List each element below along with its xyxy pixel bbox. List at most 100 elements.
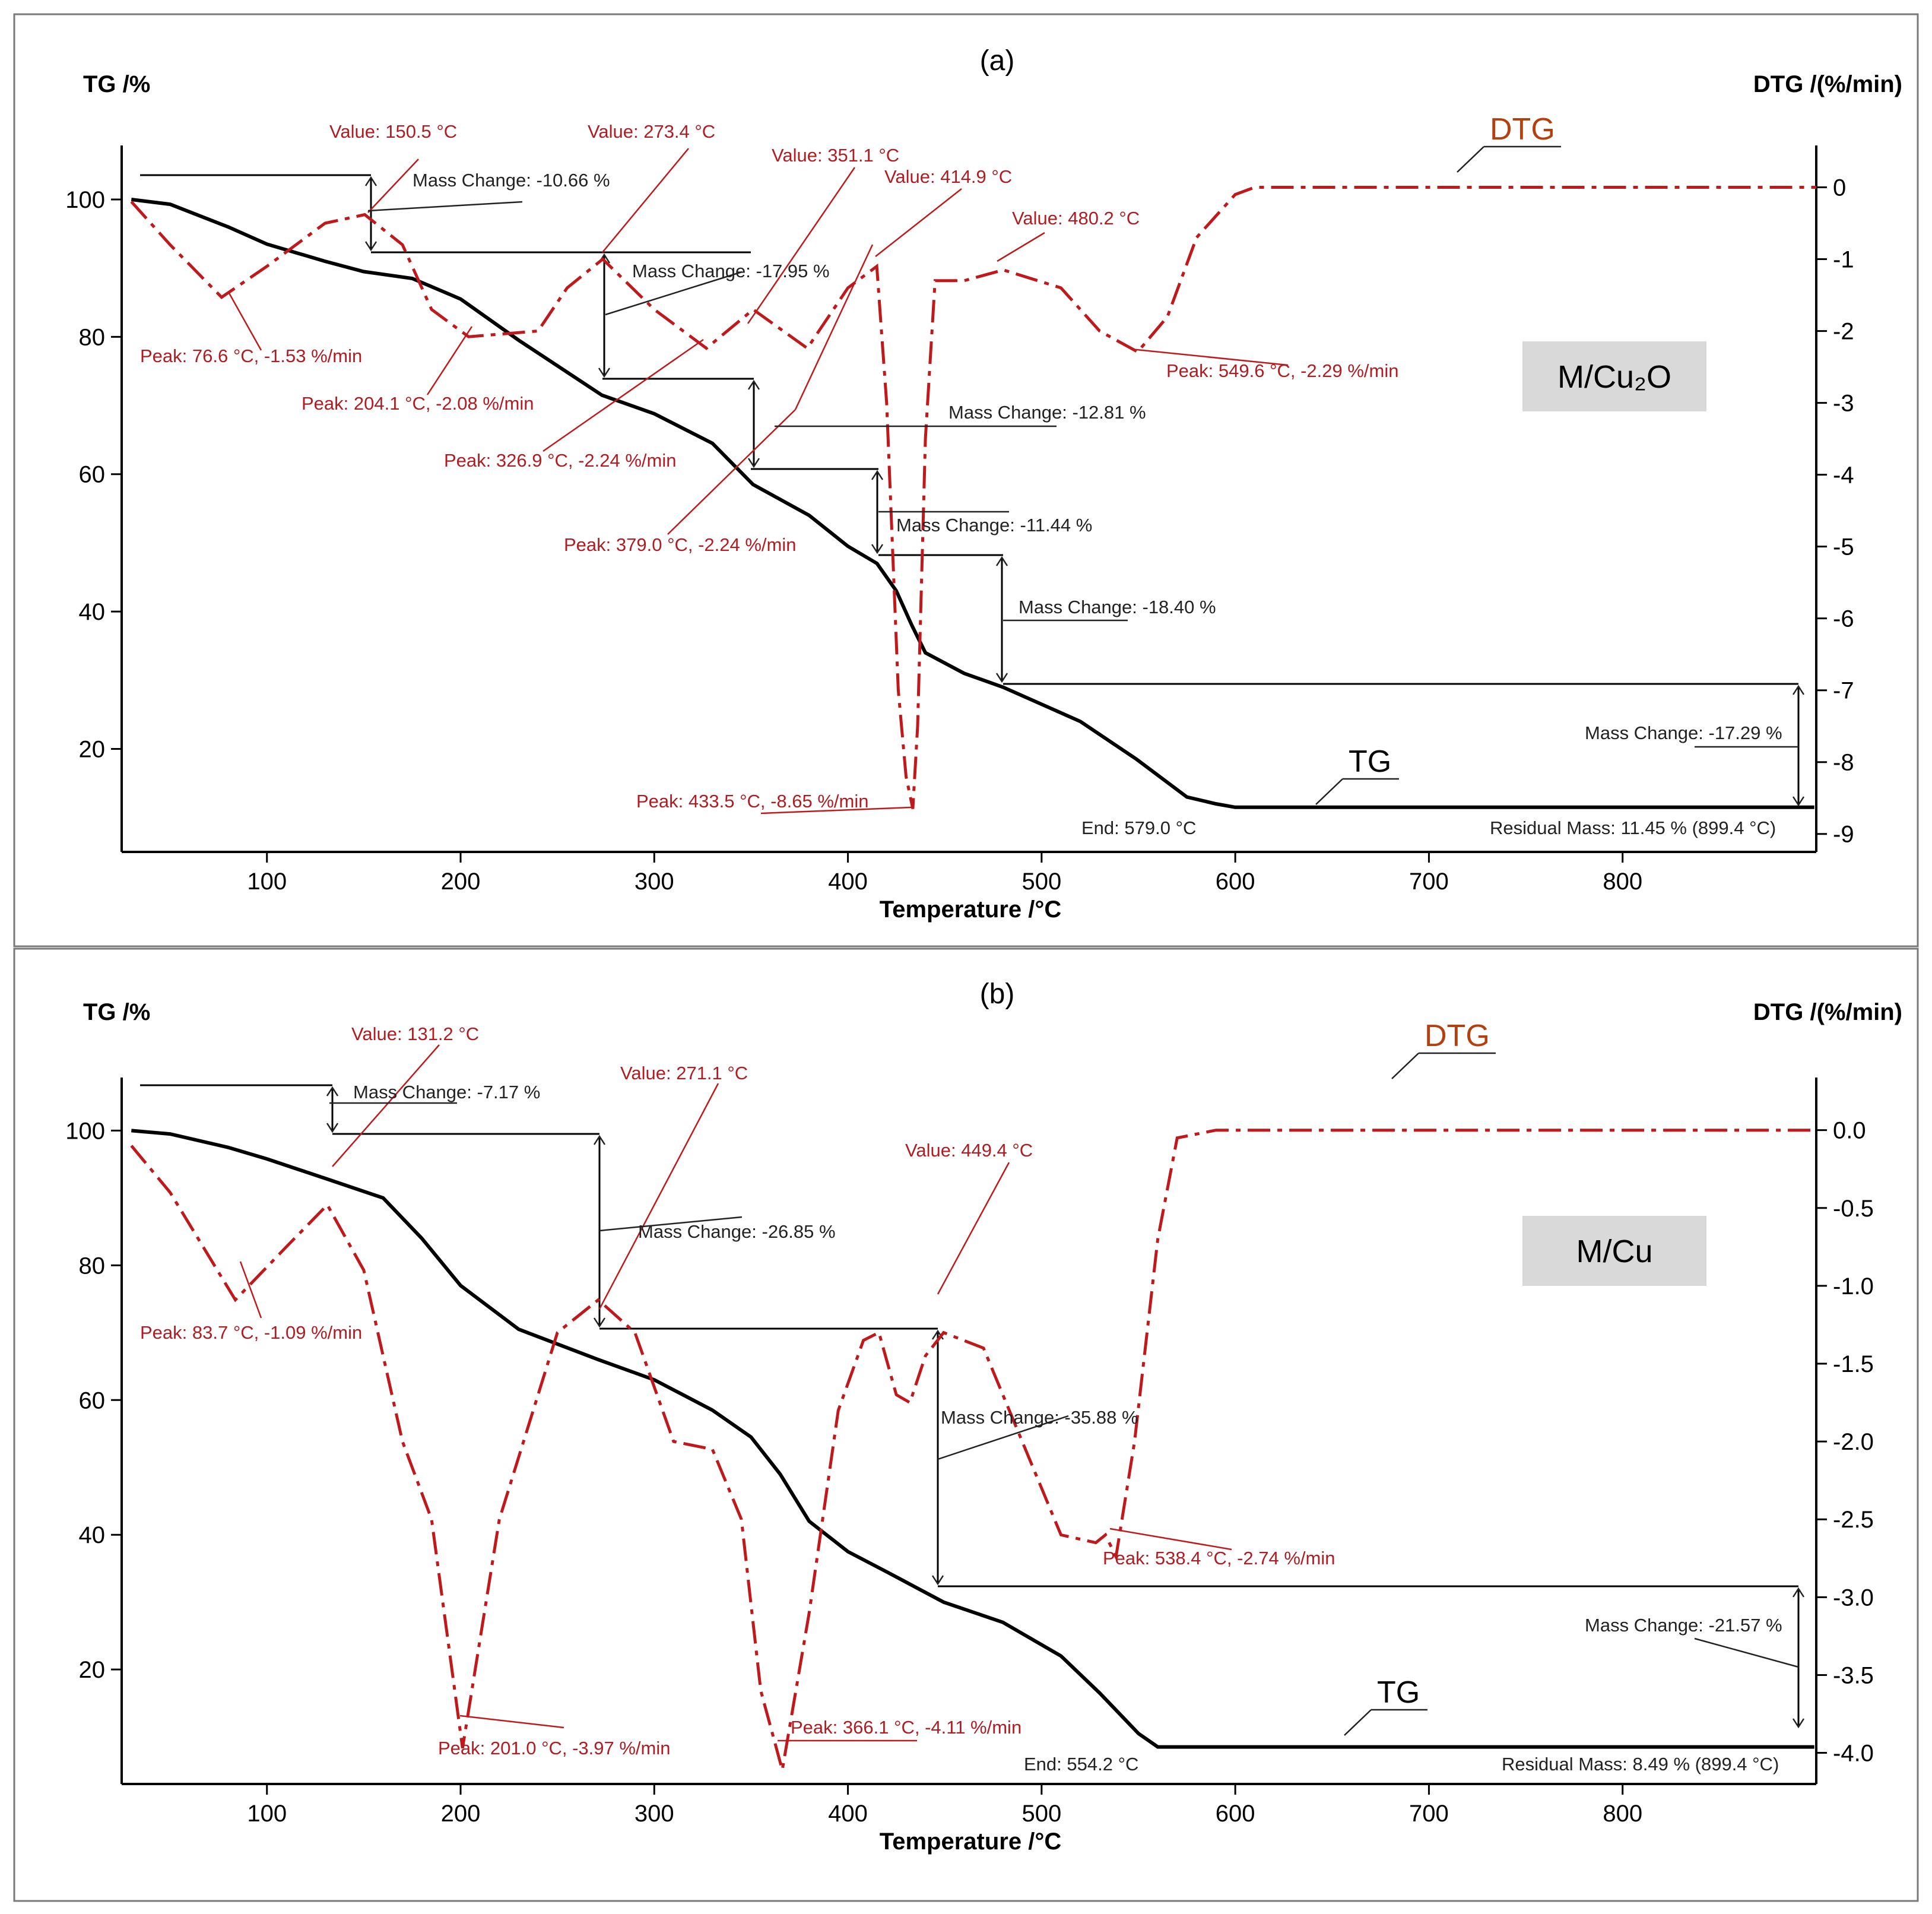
arrow-head [747,379,760,390]
mass-annotation: Mass Change: -7.17 % [353,1082,540,1102]
x-tick-label: 700 [1409,1801,1449,1827]
y-left-tick-label: 20 [79,736,106,762]
arrow-head [1792,1718,1805,1729]
peak-annotation: Peak: 366.1 °C, -4.11 %/min [791,1717,1021,1738]
x-tick-label: 400 [828,1801,868,1827]
y-axis-left-title: TG /% [83,999,150,1025]
tg-curve-label: TG [1349,744,1391,779]
tg-label-leader [1315,778,1343,805]
peak-annotation: Value: 449.4 °C [905,1140,1033,1161]
sample-badge [1522,341,1706,411]
annotation-leader [997,232,1045,262]
panel-a-frame [13,13,1919,948]
annotation-leader [1130,348,1289,366]
peak-annotation: Value: 351.1 °C [772,145,899,166]
x-tick-label: 600 [1216,1801,1255,1827]
sample-badge [1522,1216,1706,1286]
y-right-tick-label: -3.0 [1833,1585,1874,1611]
annotation-leader [332,1044,440,1167]
arrow-head [326,1123,339,1133]
annotation-leader [598,1083,719,1310]
dtg-curve [130,186,1816,809]
peak-annotation: Value: 271.1 °C [620,1063,748,1083]
y-right-tick-label: -7 [1833,678,1854,704]
annotation-leader [599,1216,743,1232]
peak-annotation: Peak: 76.6 °C, -1.53 %/min [140,346,362,366]
annotation-leader [602,148,689,253]
dtg-curve [130,1129,1816,1771]
peak-annotation: Value: 150.5 °C [329,121,457,142]
y-left-tick-label: 80 [79,1253,106,1279]
annotation-leader [937,1162,1010,1295]
x-tick-label: 600 [1216,869,1255,895]
arrow-head [364,176,377,186]
mass-annotation: Residual Mass: 8.49 % (899.4 °C) [1502,1754,1779,1774]
panel-b: (b) TG /% DTG /(%/min) Temperature /°C 100 20… [65,978,1902,1855]
peak-annotation: Peak: 326.9 °C, -2.24 %/min [444,450,676,471]
annotation-leader [1109,1528,1232,1551]
y-left-tick-label: 40 [79,599,106,625]
annotation-leader [426,326,473,395]
annotation-leader [875,188,962,257]
panel-b-frame [13,948,1919,1902]
tg-curve [131,1129,1814,1749]
y-right-tick-label: -4.0 [1833,1741,1874,1767]
y-right-tick-label: -4 [1833,462,1854,489]
annotation-leader [667,409,796,535]
mass-annotation: Mass Change: -10.66 % [413,170,610,191]
arrow-head [1792,685,1805,695]
x-tick-label: 800 [1603,869,1642,895]
y-left-tick-label: 80 [79,324,106,350]
y-right-tick-label: -2.5 [1833,1507,1874,1533]
mass-annotation: Mass Change: -35.88 % [941,1407,1138,1428]
y-right-tick-label: 0 [1833,175,1846,201]
annotation-leader [239,1261,262,1319]
peak-annotation: Peak: 549.6 °C, -2.29 %/min [1166,360,1398,381]
panel-title: (b) [980,978,1015,1010]
mass-annotation: Mass Change: -21.57 % [1585,1615,1782,1636]
peak-annotation: Value: 273.4 °C [588,121,715,142]
dtg-curve-label: DTG [1490,112,1555,147]
y-left-tick-label: 20 [79,1657,106,1683]
annotation-leader [937,1415,1069,1460]
y-right-tick-label: -3 [1833,391,1854,417]
dtg-label-leader [1457,146,1484,173]
y-left-tick-label: 60 [79,1387,106,1414]
peak-annotation: Peak: 538.4 °C, -2.74 %/min [1103,1548,1335,1568]
y-right-tick-label: 0.0 [1833,1118,1866,1144]
arrow-head [871,544,884,554]
annotation-leader [459,1715,564,1729]
y-right-tick-label: -5 [1833,534,1854,560]
annotation-leader [367,159,419,213]
x-tick-label: 100 [247,1801,287,1827]
arrow-head [1792,1587,1805,1598]
x-tick-label: 500 [1021,1801,1061,1827]
annotation-leader [794,244,874,410]
x-tick-label: 400 [828,869,868,895]
x-tick-label: 300 [635,1801,674,1827]
y-left-tick-label: 100 [65,187,105,213]
peak-annotation: Value: 414.9 °C [884,166,1012,187]
annotation-leader [1694,1637,1799,1668]
y-right-tick-label: -1.5 [1833,1351,1874,1377]
arrow-head [995,673,1008,683]
y-axis-right-title: DTG /(%/min) [1753,999,1902,1025]
annotation-leader [367,201,523,212]
peak-annotation: Peak: 201.0 °C, -3.97 %/min [438,1738,670,1758]
arrow-head [593,1317,606,1328]
x-axis-title: Temperature /°C [880,896,1061,923]
mass-annotation: Mass Change: -11.44 % [896,515,1092,535]
mass-annotation: End: 579.0 °C [1081,817,1196,838]
x-tick-label: 200 [441,869,481,895]
y-right-tick-label: -2 [1833,319,1854,345]
panel-a: (a) TG /% DTG /(%/min) Temperature /°C 100 20… [65,45,1902,923]
tg-curve-label: TG [1377,1675,1420,1710]
arrow-head [1792,796,1805,807]
arrow-head [364,241,377,252]
mass-annotation: End: 554.2 °C [1024,1754,1138,1774]
peak-annotation: Value: 480.2 °C [1012,208,1140,229]
y-right-tick-label: -1.0 [1833,1273,1874,1300]
y-right-tick-label: -1 [1833,247,1854,273]
tg-curve [131,198,1814,809]
x-axis-title: Temperature /°C [880,1829,1061,1855]
